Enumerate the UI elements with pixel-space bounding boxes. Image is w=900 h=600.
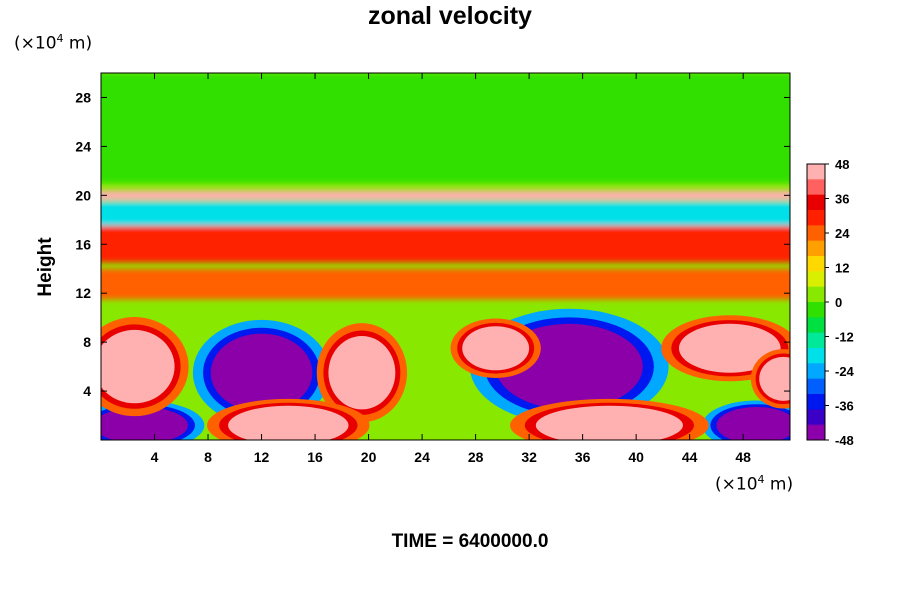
- y-tick-label-4: 4: [83, 383, 91, 399]
- colorbar-segment-16: [807, 409, 825, 426]
- velocity-field: [101, 73, 790, 440]
- field-blob-3-ring-2: [716, 406, 790, 440]
- field-blob-0-ring-2: [210, 333, 313, 412]
- field-blob-4-ring-2: [101, 329, 175, 404]
- plot-frame: [100, 72, 791, 441]
- colorbar-segment-17: [807, 424, 825, 441]
- y-tick-label-8: 8: [83, 334, 91, 350]
- x-tick-label-4: 4: [151, 449, 159, 465]
- chart-title: zonal velocity: [368, 2, 532, 30]
- colorbar-segment-10: [807, 317, 825, 334]
- x-tick-label-48: 48: [735, 449, 751, 465]
- x-axis: 4 8 12 16 20 24 28 32 36 40 44 48: [151, 73, 751, 465]
- colorbar-label-24: 24: [835, 226, 850, 241]
- y-tick-label-20: 20: [75, 187, 91, 203]
- colorbar-segment-1: [807, 179, 825, 196]
- x-tick-label-44: 44: [682, 449, 698, 465]
- colorbar-label-0: 0: [835, 295, 842, 310]
- x-tick-label-24: 24: [414, 449, 430, 465]
- field-blob-5-ring-2: [328, 336, 396, 410]
- time-label: TIME = 6400000.0: [391, 531, 549, 552]
- field-band-3: [101, 225, 790, 263]
- x-tick-label-36: 36: [575, 449, 591, 465]
- x-tick-label-12: 12: [254, 449, 270, 465]
- field-blob-10-ring-2: [759, 356, 790, 401]
- field-band-4: [101, 268, 790, 300]
- colorbar-label-48: 48: [835, 157, 849, 172]
- x-tick-label-40: 40: [628, 449, 644, 465]
- y-axis-unit: (×104 m): [14, 32, 93, 54]
- colorbar-segment-7: [807, 271, 825, 288]
- y-tick-label-24: 24: [75, 138, 91, 154]
- field-blob-9-ring-2: [535, 405, 683, 440]
- colorbar-segment-3: [807, 210, 825, 226]
- colorbar-segment-5: [807, 240, 825, 257]
- field-band-0: [101, 73, 790, 184]
- colorbar-segment-4: [807, 225, 825, 242]
- x-tick-label-28: 28: [468, 449, 484, 465]
- colorbar-segment-11: [807, 332, 825, 349]
- field-band-1: [101, 190, 790, 201]
- y-axis: 4 8 12 16 20 24 28: [75, 89, 790, 399]
- field-blob-6-ring-2: [462, 326, 530, 371]
- colorbar-segment-8: [807, 286, 825, 303]
- colorbar-label--48: -48: [835, 433, 854, 448]
- y-tick-label-28: 28: [75, 89, 91, 105]
- colorbar-label--12: -12: [835, 330, 854, 345]
- colorbar-label--36: -36: [835, 399, 854, 414]
- colorbar-label-12: 12: [835, 261, 849, 276]
- x-tick-label-16: 16: [307, 449, 323, 465]
- colorbar-segment-6: [807, 256, 825, 272]
- colorbar-segment-15: [807, 394, 825, 410]
- x-tick-label-8: 8: [204, 449, 212, 465]
- colorbar-label--24: -24: [835, 364, 855, 379]
- colorbar-segment-13: [807, 363, 825, 380]
- colorbar-segment-12: [807, 348, 825, 364]
- x-axis-unit: (×104 m): [715, 473, 794, 495]
- field-blob-8-ring-2: [228, 405, 349, 440]
- field-band-2: [101, 201, 790, 226]
- colorbar: 48 36 24 12 0 -12 -24 -36 -48: [806, 157, 855, 448]
- x-tick-label-20: 20: [361, 449, 377, 465]
- field-blob-2-ring-2: [101, 406, 188, 440]
- colorbar-segment-9: [807, 302, 825, 318]
- y-tick-label-12: 12: [75, 285, 91, 301]
- colorbar-segment-14: [807, 378, 825, 395]
- colorbar-label-36: 36: [835, 192, 849, 207]
- x-tick-label-32: 32: [521, 449, 537, 465]
- field-blob-7-ring-2: [678, 323, 781, 373]
- y-tick-label-16: 16: [75, 236, 91, 252]
- colorbar-segment-0: [807, 164, 825, 180]
- colorbar-segment-2: [807, 194, 825, 211]
